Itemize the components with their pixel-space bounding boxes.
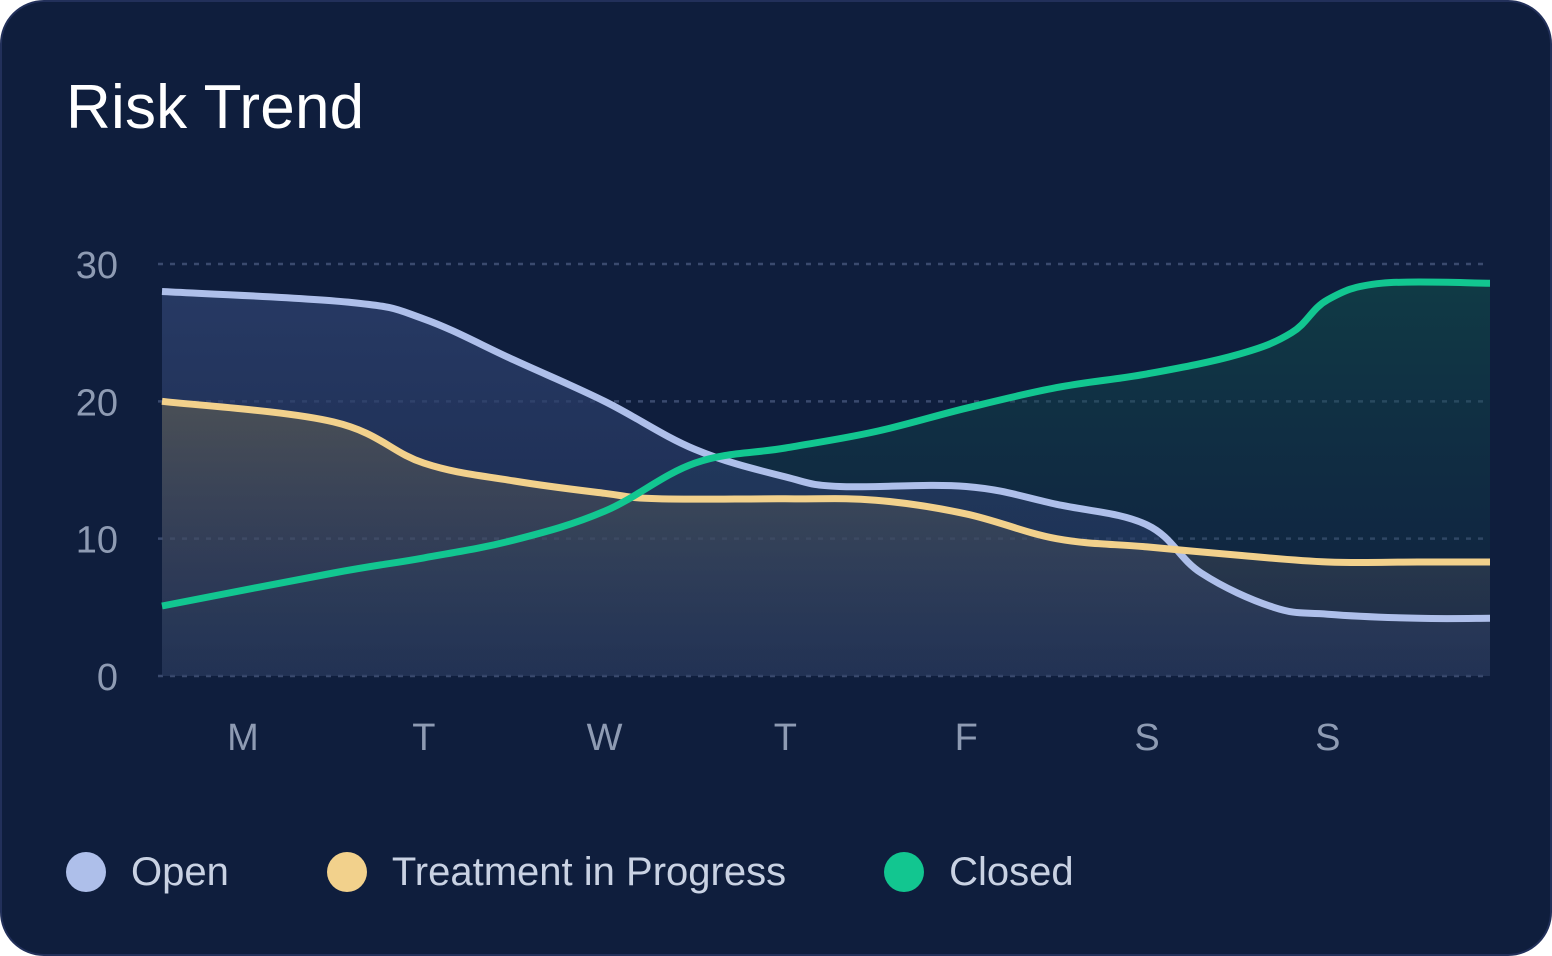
chart-legend: Open Treatment in Progress Closed — [66, 847, 1172, 897]
series-line-open[interactable] — [161, 288, 1491, 623]
x-tick-label: T — [412, 717, 435, 759]
x-tick-label: S — [1315, 717, 1340, 759]
y-tick-label: 0 — [97, 657, 118, 699]
legend-dot-open — [66, 852, 106, 892]
x-tick-label: F — [955, 717, 978, 759]
chart-title: Risk Trend — [66, 73, 365, 142]
legend-item-treatment[interactable]: Treatment in Progress — [326, 847, 787, 897]
legend-label-closed: Closed — [949, 850, 1074, 894]
legend-dot-closed — [884, 852, 925, 892]
y-tick-label: 30 — [76, 245, 118, 287]
legend-item-open[interactable]: Open — [66, 847, 229, 897]
y-tick-label: 10 — [76, 520, 118, 562]
legend-label-treatment: Treatment in Progress — [391, 850, 787, 894]
series-line-treatment-in-progress[interactable] — [161, 397, 1490, 567]
legend-label-open: Open — [131, 850, 229, 894]
legend-item-closed[interactable]: Closed — [884, 847, 1074, 897]
series-line-closed[interactable] — [161, 278, 1491, 610]
x-tick-label: M — [227, 717, 259, 759]
legend-dot-treatment — [326, 852, 367, 892]
y-tick-label: 20 — [76, 382, 118, 424]
x-tick-label: T — [774, 717, 797, 759]
area-treatment-in-progress — [162, 401, 1490, 676]
x-tick-label: W — [587, 717, 623, 759]
x-tick-label: S — [1134, 717, 1159, 759]
